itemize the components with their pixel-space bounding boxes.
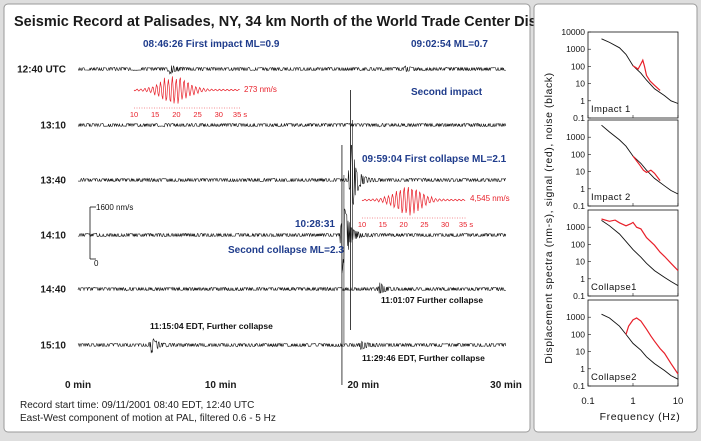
spectrum-ytick-label: 1000 [566, 44, 585, 54]
spectrum-ytick-label: 1000 [566, 132, 585, 142]
inset-tick-label: 15 [151, 110, 159, 119]
inset-tick-label: 30 [215, 110, 223, 119]
signal-spectrum [625, 317, 679, 375]
inset-tick-label: 10 [130, 110, 138, 119]
signal-spectrum [601, 218, 679, 272]
signal-spectrum [632, 155, 661, 181]
seismogram-trace [77, 282, 506, 294]
spectrum-panel-name: Collapse2 [591, 372, 637, 383]
minute-tick-label: 0 min [65, 380, 91, 391]
minute-tick-label: 20 min [347, 380, 379, 391]
impact-waveform [133, 76, 240, 104]
event-labels: 08:46:26 First impact ML=0.9 09:02:54 ML=… [143, 39, 507, 363]
footer-line-2: East-West component of motion at PAL, fi… [20, 413, 276, 424]
seismogram-trace [77, 122, 507, 128]
inset-tick-label: 35 s [233, 110, 247, 119]
trace-label: 12:40 UTC [17, 65, 66, 76]
spectrum-ytick-label: 0.1 [573, 113, 585, 123]
frequency-tick-label: 0.1 [581, 396, 594, 407]
seismogram-trace [77, 208, 507, 274]
inset-tick-label: 25 [420, 220, 428, 229]
event-label: 11:01:07 Further collapse [381, 295, 483, 305]
event-label: 08:46:26 First impact ML=0.9 [143, 39, 280, 50]
inset-tick-label: 20 [399, 220, 407, 229]
spectrum-ytick-label: 0.1 [573, 201, 585, 211]
spectrum-ytick-label: 1 [580, 364, 585, 374]
chart-title: Seismic Record at Palisades, NY, 34 km N… [14, 14, 572, 30]
inset-tick-label: 30 [441, 220, 449, 229]
spectrum-ytick-label: 10 [576, 347, 586, 357]
scale-bar-zero: 0 [94, 259, 99, 268]
trace-label: 13:10 [40, 121, 66, 132]
spectrum-ytick-label: 10 [576, 167, 586, 177]
seismogram-trace [77, 338, 507, 354]
seismogram-traces: 12:40 UTC 13:10 13:40 14:10 14:40 15:10 [17, 65, 507, 385]
scale-bar-label: 1600 nm/s [96, 203, 133, 212]
event-sublabel: Second impact [411, 87, 483, 98]
spectrum-ytick-label: 0.1 [573, 381, 585, 391]
minute-tick-label: 30 min [490, 380, 522, 391]
trace-label: 14:10 [40, 231, 66, 242]
seismogram-panel [3, 3, 531, 433]
spectrum-ytick-label: 100 [571, 149, 585, 159]
trace-label: 14:40 [40, 285, 66, 296]
spectrum-ytick-label: 0.1 [573, 291, 585, 301]
noise-spectrum [601, 220, 679, 286]
spectrum-panel-name: Impact 2 [591, 192, 631, 203]
seismogram-trace [77, 144, 506, 205]
noise-spectrum [601, 124, 679, 195]
footer-line-1: Record start time: 09/11/2001 08:40 EDT,… [20, 400, 254, 411]
event-label: 09:02:54 ML=0.7 [411, 39, 488, 50]
inset-tick-label: 20 [172, 110, 180, 119]
frequency-tick-label: 10 [673, 396, 684, 407]
spectrum-ytick-label: 1 [580, 96, 585, 106]
noise-spectrum [601, 313, 679, 380]
collapse-amplitude-label: 4,545 nm/s [470, 194, 510, 203]
spectra-ylabel: Displacement spectra (nm-s), signal (red… [543, 72, 555, 364]
impact-amplitude-label: 273 nm/s [244, 85, 277, 94]
spectra-plots: 10000 1000 100 10 1 0.1 Impact 1 1000 100 10 1 0.1 I… [561, 27, 679, 391]
trace-label: 15:10 [40, 341, 66, 352]
minute-axis: 0 min 10 min 20 min 30 min [65, 380, 522, 391]
spectra-panel [533, 3, 698, 433]
inset-tick-label: 10 [358, 220, 366, 229]
spectrum-ytick-label: 10000 [561, 27, 585, 37]
collapse-time-axis: 10 15 20 25 30 35 s [358, 217, 473, 229]
frequency-tick-label: 1 [630, 396, 635, 407]
spectrum-panel-name: Collapse1 [591, 282, 637, 293]
spectrum-ytick-label: 10 [576, 79, 586, 89]
spectrum-ytick-label: 100 [571, 61, 585, 71]
event-label: 10:28:31 [295, 219, 335, 230]
amplitude-scale-bar: 1600 nm/s 0 [89, 203, 133, 268]
event-sublabel: Second collapse ML=2.3 [228, 245, 344, 256]
inset-tick-label: 25 [193, 110, 201, 119]
spectrum-ytick-label: 1 [580, 184, 585, 194]
spectrum-ytick-label: 10 [576, 257, 586, 267]
impact-time-axis: 10 15 20 25 30 35 s [130, 107, 247, 119]
trace-label: 13:40 [40, 176, 66, 187]
event-label: 11:29:46 EDT, Further collapse [362, 353, 485, 363]
inset-tick-label: 15 [379, 220, 387, 229]
minute-tick-label: 10 min [205, 380, 237, 391]
event-label: 11:15:04 EDT, Further collapse [150, 321, 273, 331]
collapse-waveform [361, 187, 466, 216]
spectrum-ytick-label: 100 [571, 329, 585, 339]
seismogram-trace [77, 65, 506, 75]
event-label: 09:59:04 First collapse ML=2.1 [362, 154, 507, 165]
spectrum-ytick-label: 1000 [566, 312, 585, 322]
impact-inset: 273 nm/s 10 15 20 25 30 35 s [130, 76, 277, 119]
noise-spectrum [601, 38, 679, 104]
spectra-xlabel: Frequency (Hz) [600, 411, 681, 423]
spectrum-ytick-label: 1 [580, 274, 585, 284]
signal-spectrum [632, 58, 661, 91]
spectrum-panel-name: Impact 1 [591, 104, 631, 115]
spectrum-ytick-label: 1000 [566, 222, 585, 232]
spectrum-ytick-label: 100 [571, 239, 585, 249]
inset-tick-label: 35 s [459, 220, 473, 229]
spectra-frequency-axis: 0.1 1 10 [581, 396, 683, 407]
collapse-inset: 4,545 nm/s 10 15 20 25 30 35 s [358, 187, 510, 229]
